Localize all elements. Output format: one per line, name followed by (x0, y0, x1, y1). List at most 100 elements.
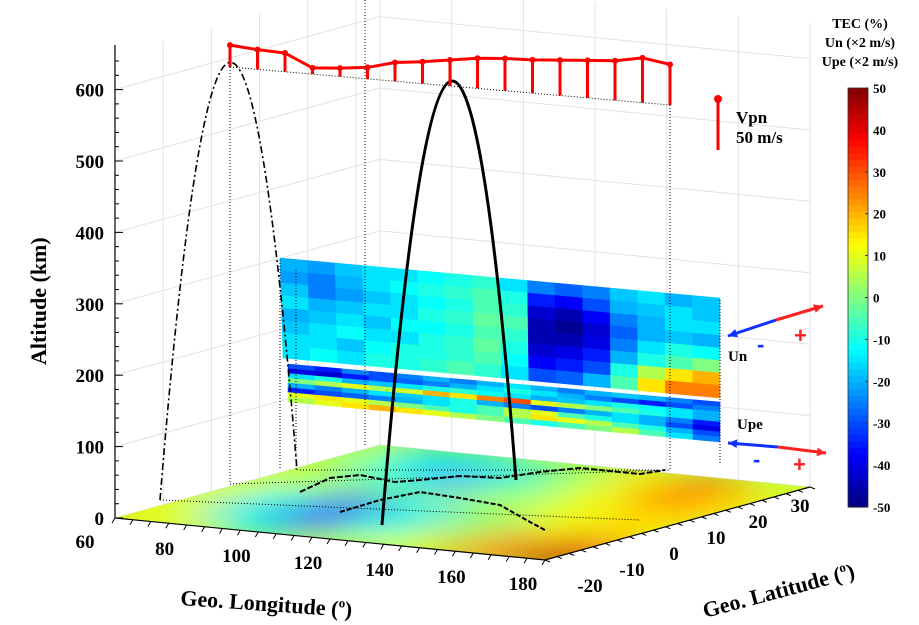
un-cell (665, 380, 693, 396)
x-tick (344, 540, 349, 547)
y-tick (653, 529, 659, 533)
colorbar-segment (848, 271, 868, 279)
colorbar-segment (848, 166, 868, 174)
colorbar-segment (848, 179, 868, 187)
y-tick-label: 10 (707, 528, 726, 549)
tec-map-cell (438, 509, 558, 530)
y-tick (629, 536, 635, 540)
colorbar-segment (848, 205, 868, 213)
colorbar-segment (848, 225, 868, 233)
colorbar-segment (848, 356, 868, 364)
un-cell (555, 370, 584, 386)
vpn-legend-point (714, 95, 722, 103)
colorbar-segment (848, 245, 868, 253)
upe-arrow-negative-head (728, 439, 738, 449)
tec-map-cell (414, 489, 535, 510)
x-tick (183, 524, 188, 531)
un-cell (446, 360, 475, 376)
un-cell (473, 362, 502, 379)
un-cell (309, 347, 338, 364)
colorbar-segment (848, 146, 868, 155)
colorbar-segment (848, 441, 868, 449)
tec-map-cell (486, 496, 607, 517)
un-arrow-negative-head (728, 329, 738, 338)
y-tick (785, 493, 792, 497)
y-tick (701, 516, 707, 520)
colorbar-segment (848, 192, 868, 200)
y-tick (725, 509, 731, 513)
colorbar-segment (848, 232, 868, 240)
upe-plus-sign: + (793, 452, 806, 477)
tec-map-cell (510, 462, 631, 483)
colorbar-segment (848, 500, 868, 508)
colorbar-segment (848, 389, 868, 397)
colorbar-segment (848, 448, 868, 456)
tec-map-cell (389, 522, 510, 543)
z-tick-label: 600 (76, 81, 105, 102)
x-tick (326, 538, 331, 545)
un-cell (637, 377, 666, 394)
colorbar-segment (848, 421, 868, 430)
un-cell (610, 375, 639, 391)
coastline (339, 490, 546, 531)
footprint-line (159, 499, 641, 521)
gridline (114, 230, 381, 305)
y-tick-label: 0 (669, 544, 679, 565)
colorbar-segment (848, 284, 868, 292)
colorbar-tick-label: 50 (873, 81, 886, 96)
x-tick-label: 160 (437, 567, 466, 588)
tec-map-cell (534, 482, 655, 504)
y-tick (677, 523, 683, 526)
colorbar-tick-label: -30 (873, 416, 890, 431)
colorbar-segment (848, 402, 868, 410)
un-cell (583, 372, 612, 389)
y-tick (556, 556, 563, 560)
colorbar-segment (848, 133, 868, 141)
colorbar-segment (848, 376, 868, 384)
colorbar-segment (848, 114, 868, 122)
tec-map-cell (366, 502, 487, 523)
vpn-legend-label: Vpn (736, 108, 768, 127)
x-tick (523, 557, 528, 564)
colorbar-segment (848, 277, 868, 286)
colorbar-segment (848, 251, 868, 259)
colorbar-title-line: TEC (%) (832, 17, 888, 32)
colorbar-title: TEC (%) Un (×2 m/s) Upe (×2 m/s) (822, 17, 899, 70)
colorbar-segment (848, 349, 868, 358)
colorbar-segment (848, 343, 868, 351)
x-tick-label: 100 (222, 546, 251, 567)
colorbar-tick-label: -10 (873, 332, 890, 347)
y-tick (809, 486, 816, 490)
y-tick (605, 542, 611, 546)
x-tick (219, 528, 223, 534)
un-cell (692, 382, 721, 399)
x-tick (147, 521, 152, 527)
x-tick (111, 517, 116, 524)
colorbar-segment (848, 218, 868, 227)
colorbar-segment (848, 238, 868, 246)
colorbar-segment (848, 310, 868, 318)
y-tick (544, 559, 551, 563)
tec-map-cell (367, 448, 488, 469)
y-tick (580, 549, 587, 553)
colorbar-segment (848, 88, 868, 96)
x-tick (201, 526, 206, 533)
colorbar-segment (848, 461, 868, 469)
colorbar-tick-label: -40 (873, 458, 890, 473)
y-tick-label: 20 (749, 512, 768, 533)
y-tick (797, 489, 804, 493)
colorbar-segment (848, 212, 868, 220)
x-tick (487, 554, 492, 561)
colorbar-segment (848, 153, 868, 161)
colorbar-tick-label: 30 (873, 165, 886, 180)
colorbar-segment (848, 317, 868, 325)
gridline (114, 16, 381, 91)
colorbar-segment (848, 304, 868, 312)
z-axis-label: Altitude (km) (26, 237, 51, 365)
colorbar-segment (848, 474, 868, 482)
x-tick-label: 140 (365, 560, 394, 581)
colorbar-segment (848, 487, 868, 495)
x-tick (362, 542, 367, 548)
